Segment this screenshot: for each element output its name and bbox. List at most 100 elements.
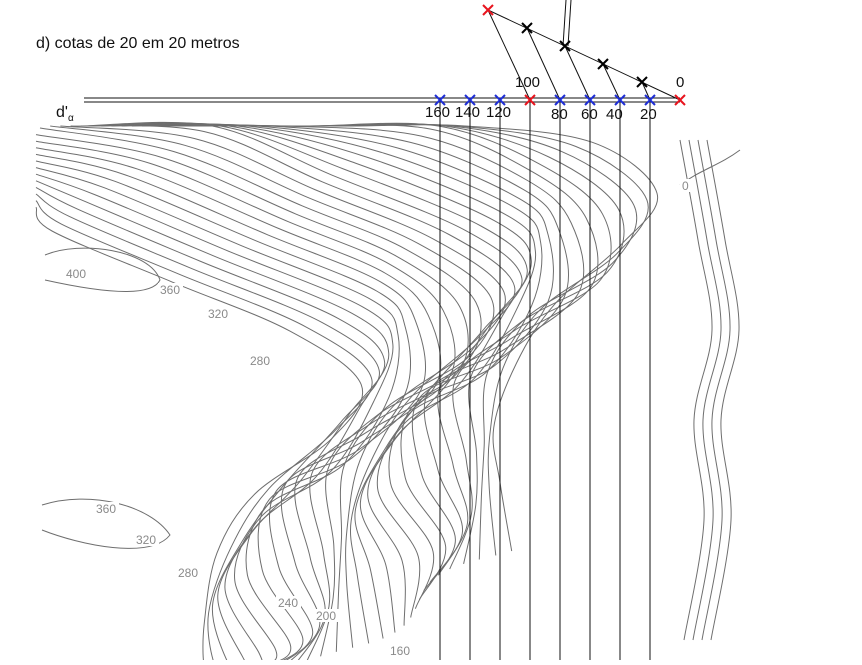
blue-marker (494, 94, 506, 106)
contour-elevation-label: 360 (160, 283, 180, 297)
label-background (680, 179, 691, 192)
black-marker (597, 58, 609, 70)
marker-stroke (636, 76, 648, 88)
label-background (388, 644, 413, 657)
contour-line (90, 122, 528, 633)
contour-line (35, 167, 400, 665)
marker-stroke (597, 58, 609, 70)
contour-line (706, 139, 740, 641)
contour-elevation-label: 160 (390, 644, 410, 658)
red-marker (482, 4, 494, 16)
contour-line (101, 122, 532, 626)
contour-elevation-label: 280 (250, 354, 270, 368)
reference-line (562, 0, 567, 47)
contour-line (182, 123, 625, 565)
contour-line (131, 123, 554, 600)
division-connector (564, 45, 591, 101)
blue-marker (554, 94, 566, 106)
contour-line (203, 123, 649, 556)
contour-line (35, 200, 373, 665)
contour-elevation-label: 360 (96, 502, 116, 516)
scale-label: 40 (606, 106, 623, 123)
contour-line (35, 180, 390, 665)
contour-lines (35, 121, 741, 665)
marker-stroke (521, 22, 533, 34)
marker-stroke (674, 94, 686, 106)
label-background (158, 283, 183, 296)
label-background (176, 566, 201, 579)
line-label-sub: α (67, 113, 74, 125)
black-marker (521, 22, 533, 34)
contour-line (50, 125, 495, 652)
line-label-main: d' (56, 104, 68, 121)
contour-line (35, 206, 364, 665)
contour-elevation-label: 320 (136, 533, 156, 547)
marker-stroke (644, 94, 656, 106)
marker-stroke (614, 94, 626, 106)
label-background (248, 354, 273, 367)
marker-stroke (584, 94, 596, 106)
contour-elevation-label: 400 (66, 267, 86, 281)
scale-label: 140 (455, 104, 480, 121)
contour-line (152, 124, 585, 583)
line-label: d'α (56, 104, 74, 124)
division-connector (526, 27, 561, 101)
contour-elevation-label: 200 (316, 609, 336, 623)
contour-line (44, 247, 161, 293)
blue-marker (614, 94, 626, 106)
projection-lines (439, 102, 651, 660)
contour-line (121, 123, 543, 609)
blue-marker (584, 94, 596, 106)
contour-line (70, 125, 516, 644)
contour-line (213, 124, 659, 552)
contour-line (41, 498, 171, 549)
contour-line (697, 139, 731, 641)
blue-marker (464, 94, 476, 106)
contour-line (172, 122, 612, 570)
contour-elevation-label: 280 (178, 566, 198, 580)
contour-line (35, 140, 456, 665)
contour-line (679, 139, 713, 641)
contour-line (60, 125, 506, 648)
construction-lines (84, 0, 681, 103)
marker-stroke (464, 94, 476, 106)
contour-line (35, 153, 427, 665)
scale-markers (434, 4, 686, 106)
contour-line (35, 147, 442, 665)
marker-stroke (554, 94, 566, 106)
contour-elevation-label: 0 (682, 179, 689, 193)
label-background (206, 307, 231, 320)
marker-stroke (494, 94, 506, 106)
scale-label: 0 (676, 74, 684, 91)
contour-line (193, 123, 638, 560)
blue-marker (644, 94, 656, 106)
scale-label: 80 (551, 106, 568, 123)
scale-label: 160 (425, 104, 450, 121)
division-line (487, 9, 681, 101)
contour-line (688, 139, 722, 641)
contour-line (35, 193, 380, 665)
marker-stroke (559, 40, 571, 52)
reference-line (567, 0, 572, 47)
division-connector (602, 63, 621, 101)
division-connector (641, 81, 651, 101)
contour-line (39, 127, 482, 657)
red-marker (674, 94, 686, 106)
contour-line (35, 134, 469, 662)
contour-line (35, 160, 412, 665)
scale-label: 20 (640, 106, 657, 123)
contour-elevation-labels: 400 360 320 280 360 320 280 240 200 160 0 (64, 179, 691, 658)
marker-stroke (434, 94, 446, 106)
scale-label: 60 (581, 106, 598, 123)
contour-elevation-label: 320 (208, 307, 228, 321)
red-marker (524, 94, 536, 106)
black-marker (559, 40, 571, 52)
contour-line (35, 173, 394, 665)
label-background (276, 596, 301, 609)
contour-line (35, 186, 386, 665)
contour-line (141, 124, 570, 591)
label-background (64, 267, 89, 280)
contour-line (111, 123, 537, 618)
